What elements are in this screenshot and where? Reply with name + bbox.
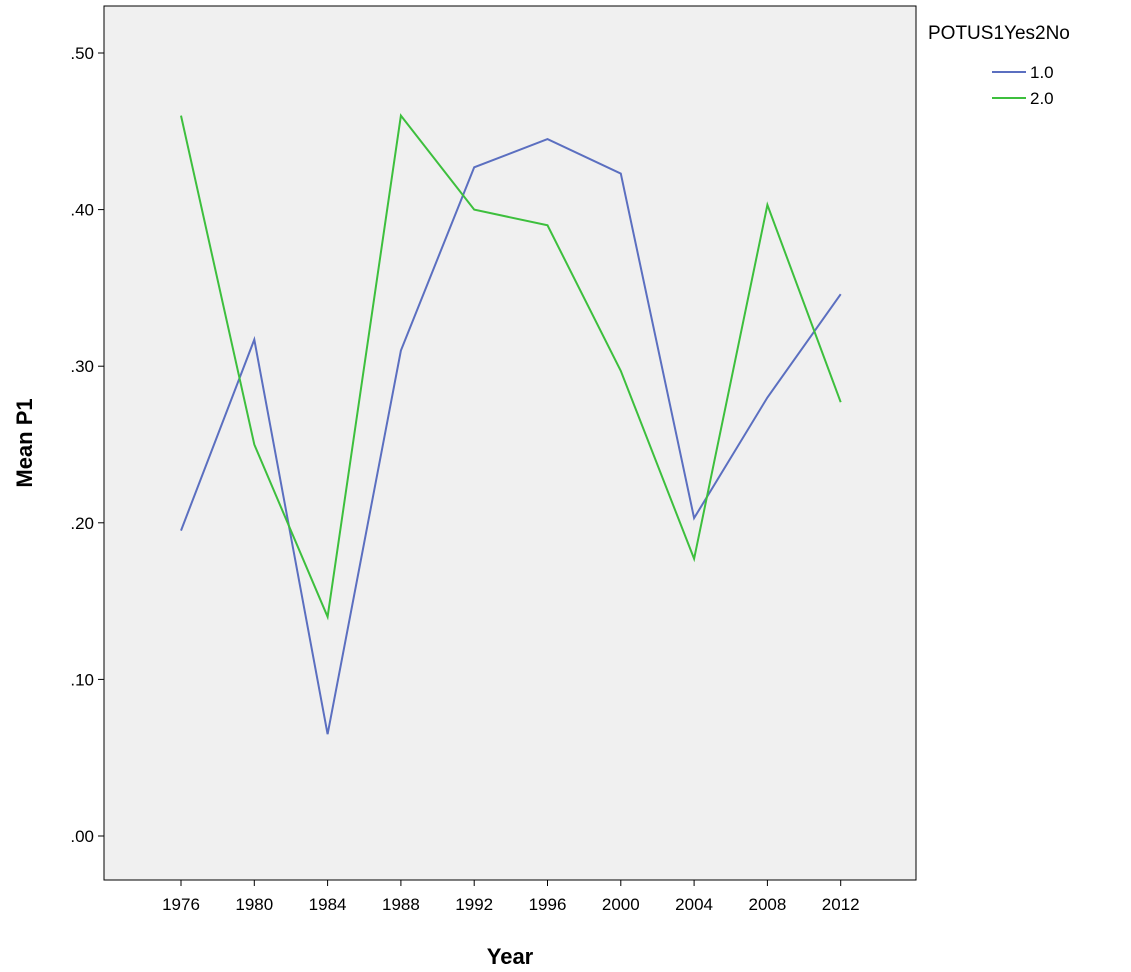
x-tick-label: 1984 — [309, 895, 347, 914]
x-tick-label: 1996 — [529, 895, 567, 914]
y-tick-label: .10 — [70, 670, 94, 689]
x-tick-label: 1992 — [455, 895, 493, 914]
y-tick-label: .00 — [70, 827, 94, 846]
y-tick-label: .40 — [70, 201, 94, 220]
x-axis: 1976 1980 1984 1988 1992 1996 2000 2004 2008 2012 — [162, 880, 860, 914]
y-tick-label: .30 — [70, 357, 94, 376]
y-axis: .00 .10 .20 .30 .40 .50 — [70, 44, 104, 846]
series-line-1-0 — [180, 138, 842, 735]
legend: POTUS1Yes2No 1.02.0 — [928, 23, 1070, 108]
x-tick-label: 2012 — [822, 895, 860, 914]
x-tick-label: 1988 — [382, 895, 420, 914]
x-axis-title: Year — [487, 944, 534, 969]
x-tick-label: 2004 — [675, 895, 713, 914]
y-tick-label: .20 — [70, 514, 94, 533]
series-line-2-0 — [180, 113, 842, 621]
legend-title: POTUS1Yes2No — [928, 23, 1070, 44]
legend-items: 1.02.0 — [992, 63, 1054, 108]
y-axis-title: Mean P1 — [12, 398, 37, 487]
x-tick-label: 1980 — [235, 895, 273, 914]
y-tick-label: .50 — [70, 44, 94, 63]
x-tick-label: 2008 — [748, 895, 786, 914]
x-tick-label: 1976 — [162, 895, 200, 914]
legend-label: 1.0 — [1030, 63, 1054, 82]
legend-label: 2.0 — [1030, 89, 1054, 108]
plot-area — [103, 5, 917, 881]
x-tick-label: 2000 — [602, 895, 640, 914]
series-layer — [180, 113, 842, 735]
